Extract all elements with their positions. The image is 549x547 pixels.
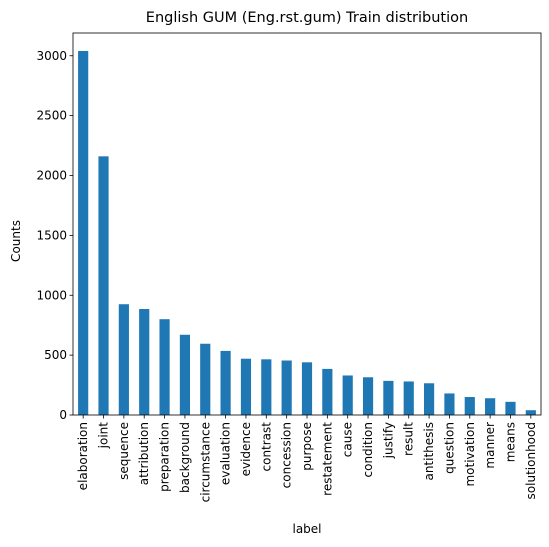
x-tick-label-preparation: preparation xyxy=(158,422,172,492)
x-tick-label-concession: concession xyxy=(280,422,294,488)
x-tick-label-justify: justify xyxy=(381,422,395,459)
x-tick-label-background: background xyxy=(178,422,192,493)
y-tick-label: 1500 xyxy=(36,228,67,242)
bar-contrast xyxy=(261,359,272,415)
bar-preparation xyxy=(159,319,170,415)
x-tick-label-manner: manner xyxy=(483,422,497,469)
bar-concession xyxy=(281,360,292,415)
x-tick-label-solutionhood: solutionhood xyxy=(524,422,538,499)
bar-result xyxy=(403,381,414,415)
bar-attribution xyxy=(139,309,150,415)
x-tick-label-means: means xyxy=(503,422,517,462)
bar-circumstance xyxy=(200,343,211,415)
chart-title: English GUM (Eng.rst.gum) Train distribu… xyxy=(146,10,468,26)
bar-antithesis xyxy=(424,383,435,415)
x-tick-label-motivation: motivation xyxy=(463,422,477,487)
bar-manner xyxy=(485,398,496,415)
x-tick-label-elaboration: elaboration xyxy=(76,422,90,490)
bar-sequence xyxy=(118,304,129,415)
x-tick-label-cause: cause xyxy=(341,422,355,457)
x-tick-label-evidence: evidence xyxy=(239,422,253,476)
bar-evidence xyxy=(240,358,252,415)
x-tick-label-attribution: attribution xyxy=(137,422,151,485)
bar-evaluation xyxy=(220,350,231,415)
y-tick-label: 1000 xyxy=(36,288,67,302)
x-tick-label-sequence: sequence xyxy=(117,422,131,480)
bar-elaboration xyxy=(78,50,89,416)
y-tick-label: 3000 xyxy=(36,49,67,63)
x-tick-label-question: question xyxy=(442,422,456,474)
bar-justify xyxy=(383,380,394,415)
bar-motivation xyxy=(464,397,475,415)
bar-condition xyxy=(362,377,374,415)
y-tick-label: 2000 xyxy=(36,169,67,183)
x-tick-label-restatement: restatement xyxy=(320,422,334,496)
bar-solutionhood xyxy=(525,410,536,415)
bar-background xyxy=(179,334,190,415)
x-tick-label-condition: condition xyxy=(361,422,375,477)
x-tick-label-result: result xyxy=(402,422,416,456)
x-tick-label-antithesis: antithesis xyxy=(422,422,436,481)
bar-restatement xyxy=(322,368,333,415)
x-axis: elaboration joint sequence attribution prepa… xyxy=(76,415,538,502)
x-tick-label-joint: joint xyxy=(97,422,111,450)
bar-means xyxy=(505,401,516,415)
bar-cause xyxy=(342,375,353,415)
x-tick-label-purpose: purpose xyxy=(300,422,314,471)
y-tick-label: 2500 xyxy=(36,109,67,123)
bar-purpose xyxy=(301,362,313,415)
bar-joint xyxy=(98,156,109,415)
y-tick-label: 500 xyxy=(44,348,67,362)
x-tick-label-evaluation: evaluation xyxy=(219,422,233,485)
bar-question xyxy=(444,393,455,415)
x-tick-label-contrast: contrast xyxy=(259,422,273,472)
x-tick-label-circumstance: circumstance xyxy=(198,422,212,502)
x-axis-label: label xyxy=(292,522,321,536)
plot-area xyxy=(72,32,542,416)
y-axis: 0 500 1000 1500 2000 2500 3000 xyxy=(36,49,73,422)
y-tick-label: 0 xyxy=(59,408,67,422)
y-axis-label: Counts xyxy=(9,220,23,262)
